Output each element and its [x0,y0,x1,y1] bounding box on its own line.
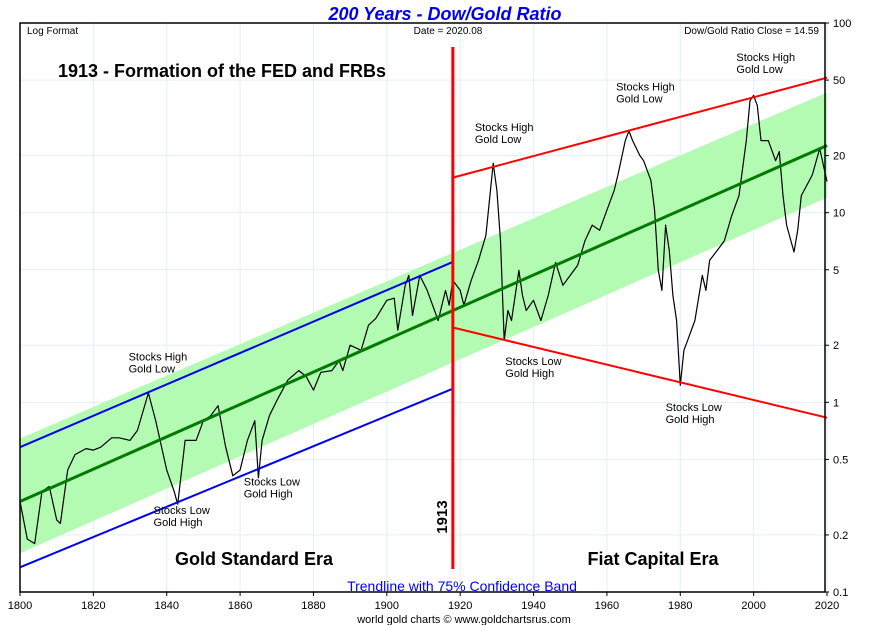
band-label: Trendline with 75% Confidence Band [347,578,577,594]
annotation-line1: Stocks High [616,82,675,94]
annotation-label: Stocks Low Gold High [666,402,722,426]
x-tick-label: 1900 [375,600,399,612]
annotation-line2: Gold High [666,414,715,426]
annotation-line1: Stocks Low [154,505,210,517]
header-center: Date = 2020.08 [414,26,483,37]
y-tick-label: 10 [833,208,845,220]
x-tick-label: 1880 [301,600,325,612]
y-tick-label: 20 [833,151,845,163]
headline: 1913 - Formation of the FED and FRBs [58,61,386,81]
x-tick-label: 1800 [8,600,32,612]
y-tick-label: 2 [833,340,839,352]
x-tick-label: 1820 [81,600,105,612]
x-tick-label: 1920 [448,600,472,612]
annotation-line2: Gold Low [736,64,783,76]
header-right: Dow/Gold Ratio Close = 14.59 [684,26,819,37]
y-tick-label: 50 [833,75,845,87]
annotation-label: Stocks High Gold Low [616,82,675,106]
x-tick-label: 1980 [668,600,692,612]
annotation-line1: Stocks High [475,122,534,134]
trendline [19,144,828,503]
footer-credit: world gold charts © www.goldchartsrus.co… [356,614,571,625]
y-tick-label: 100 [833,18,851,30]
annotation-label: Stocks Low Gold High [244,476,300,500]
annotation-line1: Stocks Low [666,402,722,414]
x-tick-label: 2000 [741,600,765,612]
annotation-line2: Gold Low [129,364,176,376]
annotation-line1: Stocks Low [505,356,561,368]
x-tick-label: 1960 [595,600,619,612]
y-tick-label: 0.1 [833,587,848,599]
era-right-label: Fiat Capital Era [587,549,719,569]
series-layer [19,94,828,545]
chart-title: 200 Years - Dow/Gold Ratio [327,4,561,24]
x-tick-label: 1840 [154,600,178,612]
fiat-era-upper-channel [452,76,828,179]
channels [19,47,828,569]
labels: 200 Years - Dow/Gold Ratio Log Format Da… [27,4,819,625]
annotation-label: Stocks High Gold Low [129,352,188,376]
dow-gold-ratio-line [19,94,828,545]
annotation-line2: Gold High [244,488,293,500]
y-tick-label: 0.2 [833,530,848,542]
annotation-label: Stocks Low Gold High [505,356,561,380]
annotation-label: Stocks High Gold Low [736,52,795,76]
plot-frame [19,22,826,593]
y-tick-label: 0.5 [833,454,848,466]
annotation-line1: Stocks High [736,52,795,64]
era-left-label: Gold Standard Era [175,549,334,569]
annotation-line2: Gold High [154,517,203,529]
gold-era-lower-channel [19,387,454,569]
annotation-line1: Stocks Low [244,476,300,488]
axes: 1800 1820 1840 1860 1880 1900 1920 1940 1960 1980… [8,18,852,612]
annotation-line1: Stocks High [129,352,188,364]
annotation-line2: Gold Low [616,94,663,106]
annotation-label: Stocks High Gold Low [475,122,534,146]
x-tick-label: 2020 [815,600,839,612]
vertical-marker-label: 1913 [434,500,451,533]
annotation-label: Stocks Low Gold High [154,505,210,529]
annotation-line2: Gold Low [475,134,522,146]
annotation-line2: Gold High [505,368,554,380]
gold-era-upper-channel [19,260,454,449]
x-tick-label: 1940 [521,600,545,612]
fiat-era-lower-channel [452,326,828,419]
y-tick-label: 1 [833,397,839,409]
header-left: Log Format [27,26,78,37]
x-tick-label: 1860 [228,600,252,612]
y-tick-label: 5 [833,265,839,277]
